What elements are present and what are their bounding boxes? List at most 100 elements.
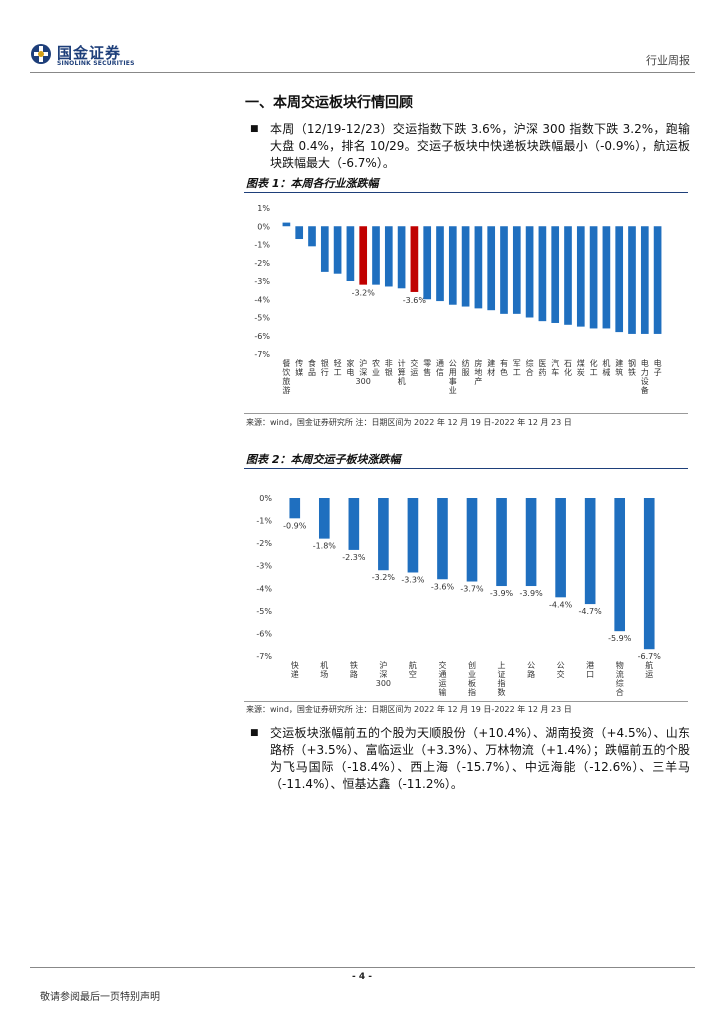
y-tick-label: -3% bbox=[254, 277, 270, 286]
x-tick-label: 建筑 bbox=[615, 358, 623, 377]
x-tick-label: 传媒 bbox=[295, 358, 303, 377]
data-label: -3.9% bbox=[490, 589, 514, 598]
x-tick-label: 家电 bbox=[346, 358, 354, 377]
x-tick-label: 交通运输 bbox=[438, 660, 446, 697]
figure1-bottom-rule bbox=[244, 413, 688, 414]
data-label: -6.7% bbox=[638, 652, 662, 661]
figure2-rule bbox=[244, 468, 688, 469]
bar bbox=[282, 222, 291, 227]
y-tick-label: 1% bbox=[257, 204, 270, 213]
y-tick-label: -4% bbox=[256, 584, 272, 593]
x-tick-label: 公交 bbox=[557, 661, 565, 679]
data-label: -5.9% bbox=[608, 634, 632, 643]
bullet-icon: ■ bbox=[250, 728, 259, 738]
bar bbox=[555, 498, 566, 598]
bar bbox=[584, 498, 596, 605]
x-tick-label: 石化 bbox=[564, 359, 572, 377]
x-tick-label: 银行 bbox=[321, 358, 329, 377]
x-tick-label: 综合 bbox=[526, 358, 534, 377]
data-label: -3.6% bbox=[431, 582, 455, 591]
bar bbox=[308, 226, 316, 247]
x-tick-label: 快递 bbox=[291, 660, 299, 679]
x-tick-label: 计算机 bbox=[398, 358, 406, 386]
bar bbox=[653, 226, 662, 334]
y-tick-label: -2% bbox=[256, 539, 272, 548]
bar bbox=[614, 498, 626, 632]
bar bbox=[538, 226, 547, 322]
chart-transport-subsectors: 0% -1% -2% -3% -4% -5% -6% -7% -0.9% 快递 -1.8% 机场 -2.… bbox=[256, 494, 662, 697]
bar bbox=[496, 498, 507, 587]
x-tick-label: 沪深 300 bbox=[356, 358, 371, 386]
bar bbox=[423, 226, 432, 300]
figure2-bottom-rule bbox=[244, 701, 688, 702]
bar bbox=[512, 226, 521, 314]
data-label: -1.8% bbox=[313, 542, 337, 551]
x-tick-label: 医药 bbox=[538, 359, 546, 377]
x-tick-label: 航空 bbox=[409, 660, 417, 679]
bar bbox=[640, 226, 649, 334]
y-tick-label: -6% bbox=[256, 629, 272, 638]
x-tick-label: 房地产 bbox=[474, 358, 482, 386]
bar bbox=[410, 226, 419, 292]
x-tick-label: 航运 bbox=[645, 660, 653, 679]
figure2-source: 来源：wind，国金证券研究所 注：日期区间为 2022 年 12 月 19 日… bbox=[246, 705, 572, 714]
section-title: 一、本周交运板块行情回顾 bbox=[245, 95, 413, 111]
paragraph-summary: 本周（12/19-12/23）交运指数下跌 3.6%，沪深 300 指数下跌 3… bbox=[270, 122, 690, 170]
figure1-source: 来源：wind，国金证券研究所 注：日期区间为 2022 年 12 月 19 日… bbox=[246, 418, 572, 427]
bar bbox=[295, 226, 304, 240]
x-tick-label: 通信 bbox=[436, 358, 444, 377]
x-tick-label: 军工 bbox=[513, 359, 521, 377]
x-tick-label: 创业板指 bbox=[468, 660, 476, 697]
x-tick-label: 沪深 300 bbox=[376, 660, 391, 688]
x-tick-label: 纺服 bbox=[462, 358, 470, 377]
bar bbox=[407, 498, 419, 573]
bar bbox=[436, 226, 444, 302]
bar bbox=[372, 226, 380, 285]
bar bbox=[397, 226, 406, 289]
bullet-icon: ■ bbox=[250, 124, 259, 134]
report-type: 行业周报 bbox=[646, 54, 690, 67]
bar bbox=[461, 226, 470, 307]
data-label: -3.3% bbox=[401, 575, 425, 584]
y-tick-label: -5% bbox=[256, 607, 272, 616]
x-tick-label: 煤炭 bbox=[577, 358, 585, 377]
data-label: -4.4% bbox=[549, 600, 573, 609]
header-divider bbox=[30, 72, 695, 73]
x-tick-label: 公路 bbox=[527, 661, 535, 679]
x-tick-label: 电子 bbox=[654, 358, 662, 377]
bar bbox=[289, 498, 301, 519]
logo-subtext: SINOLINK SECURITIES bbox=[57, 60, 135, 67]
y-tick-label: -7% bbox=[256, 652, 272, 661]
bar bbox=[318, 498, 330, 539]
y-tick-label: 0% bbox=[257, 222, 270, 231]
x-tick-label: 电力设备 bbox=[641, 358, 649, 395]
x-tick-label: 铁路 bbox=[350, 660, 358, 679]
bar bbox=[500, 226, 508, 314]
bar bbox=[448, 226, 457, 305]
bar bbox=[333, 226, 342, 274]
bar bbox=[359, 226, 368, 285]
footer-disclaimer: 敬请参阅最后一页特别声明 bbox=[40, 992, 160, 1003]
y-tick-label: -1% bbox=[254, 241, 270, 250]
logo-icon bbox=[31, 44, 51, 64]
x-tick-label: 有色 bbox=[500, 358, 508, 377]
bar bbox=[474, 226, 483, 309]
data-label: -3.9% bbox=[519, 589, 543, 598]
x-tick-label: 公用事业 bbox=[449, 359, 457, 395]
bar bbox=[551, 226, 560, 323]
bar bbox=[384, 226, 393, 287]
figure2-title: 图表 2：本周交运子板块涨跌幅 bbox=[246, 453, 401, 466]
x-tick-label: 港口 bbox=[586, 660, 594, 679]
bar bbox=[346, 226, 355, 281]
bar bbox=[348, 498, 360, 550]
x-tick-label: 机场 bbox=[320, 660, 328, 679]
x-tick-label: 化工 bbox=[590, 358, 598, 377]
bar bbox=[628, 226, 636, 334]
data-label: -4.7% bbox=[579, 607, 603, 616]
x-tick-label: 轻工 bbox=[334, 358, 342, 377]
x-tick-label: 机械 bbox=[602, 358, 610, 377]
x-tick-label: 物流综合 bbox=[616, 660, 624, 697]
bar bbox=[525, 226, 534, 318]
x-tick-label: 钢铁 bbox=[628, 358, 636, 377]
